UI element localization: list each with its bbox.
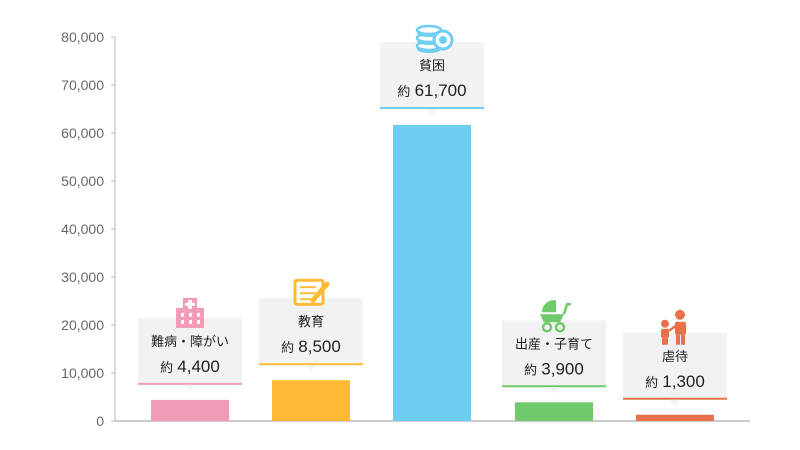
y-tick-label: 20,000 [61, 317, 104, 333]
callout-background [138, 317, 242, 384]
callout-background [259, 298, 363, 365]
y-tick-label: 80,000 [61, 29, 104, 45]
bars-group [151, 124, 714, 421]
category-label: 貧困 [419, 59, 445, 74]
bar [272, 380, 350, 421]
value-label: 約 4,400 [160, 357, 220, 376]
bar [515, 402, 593, 421]
y-tick-label: 40,000 [61, 221, 104, 237]
bar [636, 414, 714, 421]
callout-pointer [549, 387, 559, 394]
callout-box: 虐待約 1,300 [623, 309, 727, 406]
coins-icon [415, 24, 454, 53]
y-tick-label: 70,000 [61, 77, 104, 93]
callout-background [380, 42, 484, 108]
y-tick-label: 30,000 [61, 269, 104, 285]
bar [393, 124, 471, 421]
callout-pointer [427, 109, 437, 115]
y-axis: 0 10,000 20,000 30,000 40,000 50,000 60,000 70,… [61, 29, 750, 429]
y-tick-label: 60,000 [61, 125, 104, 141]
category-label: 出産・子育て [515, 336, 593, 352]
value-label: 約 61,700 [397, 81, 466, 100]
category-label: 難病・障がい [151, 335, 229, 350]
callout-box: 教育約 8,500 [259, 278, 363, 372]
callout-pointer [670, 399, 680, 406]
y-tick-label: 10,000 [61, 365, 104, 381]
stroller-icon [540, 300, 571, 333]
value-label: 約 8,500 [281, 337, 341, 356]
value-label: 約 3,900 [524, 359, 584, 378]
callout-pointer [185, 384, 195, 391]
notebook-pencil-icon [293, 278, 330, 306]
callout-pointer [306, 365, 316, 372]
y-tick-label: 0 [96, 413, 104, 429]
callout-background [623, 332, 727, 399]
bar [151, 399, 229, 421]
category-label: 教育 [298, 314, 324, 330]
parent-child-icon [661, 309, 686, 345]
callout-background [502, 320, 606, 387]
value-label: 約 1,300 [645, 372, 705, 391]
callout-box: 貧困約 61,700 [380, 24, 484, 115]
category-label: 虐待 [662, 349, 688, 365]
hospital-icon [176, 297, 204, 328]
y-tick-label: 50,000 [61, 173, 104, 189]
